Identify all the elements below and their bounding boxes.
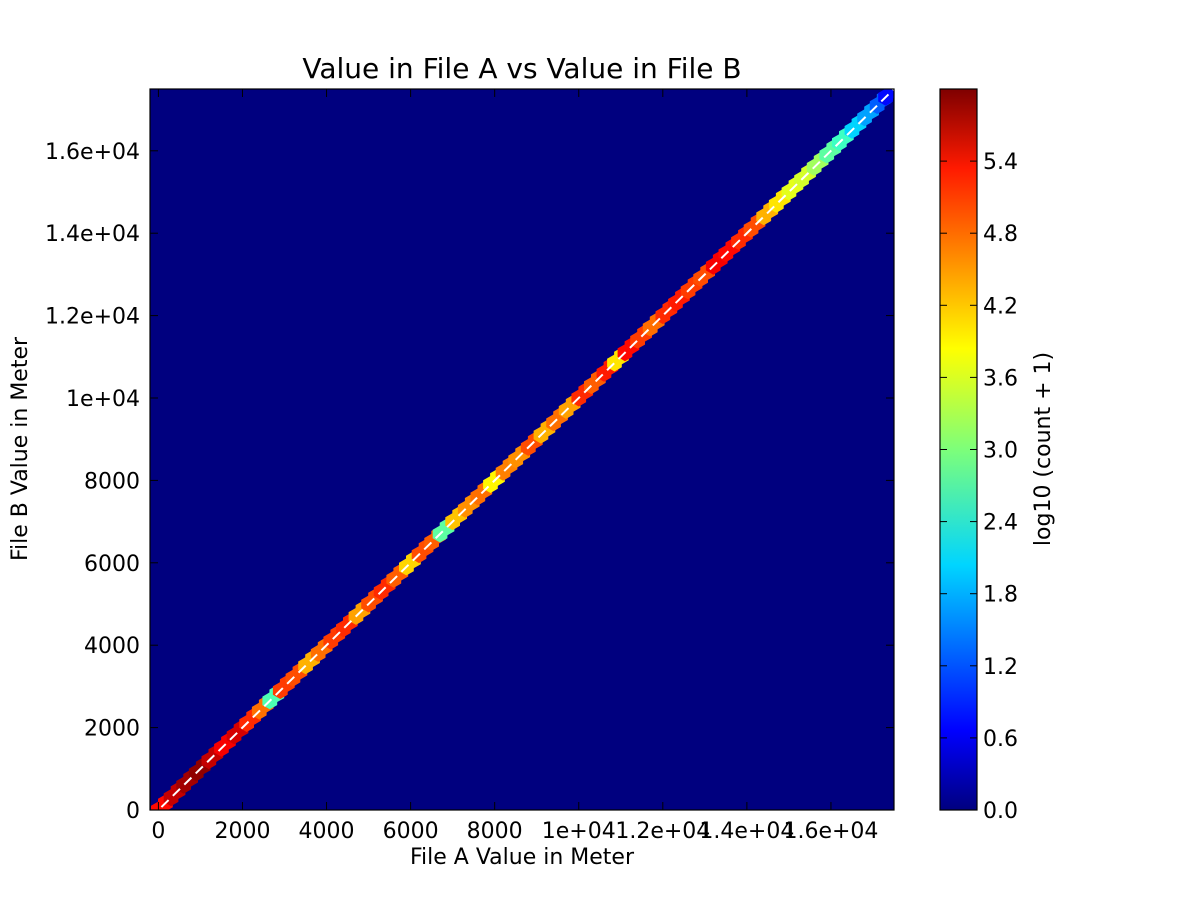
colorbar-tick-label: 3.6 [983, 366, 1018, 391]
colorbar-tick-label: 2.4 [983, 511, 1018, 536]
y-axis-label: File B Value in Meter [8, 336, 33, 561]
colorbar-tick-label: 3.0 [983, 439, 1018, 464]
x-tick-label: 1.6e+04 [783, 819, 878, 844]
y-axis: 0 2000 4000 6000 8000 1e+04 1.2e+04 1.4e+04 1.6e… [45, 140, 894, 824]
y-tick-label: 2000 [84, 717, 140, 742]
y-tick-label: 6000 [84, 552, 140, 577]
colorbar-tick-label: 0.6 [983, 727, 1018, 752]
x-tick-label: 4000 [299, 819, 355, 844]
y-tick-label: 1.6e+04 [45, 140, 140, 165]
y-tick-label: 1.4e+04 [45, 222, 140, 247]
x-tick-label: 0 [151, 819, 165, 844]
x-tick-label: 2000 [214, 819, 270, 844]
y-tick-label: 0 [126, 799, 140, 824]
y-tick-label: 4000 [84, 634, 140, 659]
colorbar-tick-label: 1.8 [983, 583, 1018, 608]
y-tick-label: 1.2e+04 [45, 305, 140, 330]
x-axis-label: File A Value in Meter [410, 845, 635, 870]
identity-reference-line [156, 89, 894, 810]
colorbar-tick-label: 0.0 [983, 799, 1018, 824]
x-axis: 0 2000 4000 6000 8000 1e+04 1.2e+041.4e+041.6e… [151, 89, 878, 844]
x-tick-label: 1.2e+04 [615, 819, 710, 844]
colorbar-label: log10 (count + 1) [1031, 352, 1056, 546]
x-tick-label: 1e+04 [542, 819, 616, 844]
chart-title: Value in File A vs Value in File B [302, 52, 741, 85]
colorbar-tick-label: 4.8 [983, 222, 1018, 247]
colorbar-tick-label: 1.2 [983, 655, 1018, 680]
colorbar-tick-label: 5.4 [983, 150, 1018, 175]
x-tick-label: 6000 [383, 819, 439, 844]
colorbar-tick-label: 4.2 [983, 294, 1018, 319]
plot-frame [149, 88, 895, 811]
y-tick-label: 1e+04 [66, 387, 140, 412]
hexbin-cell [885, 89, 894, 99]
colorbar-axis: 0.0 0.6 1.2 1.8 2.4 3.0 3.6 4.2 4.8 5.4 [940, 150, 1018, 824]
x-tick-label: 8000 [467, 819, 523, 844]
y-tick-label: 8000 [84, 469, 140, 494]
x-tick-label: 1.4e+04 [699, 819, 794, 844]
